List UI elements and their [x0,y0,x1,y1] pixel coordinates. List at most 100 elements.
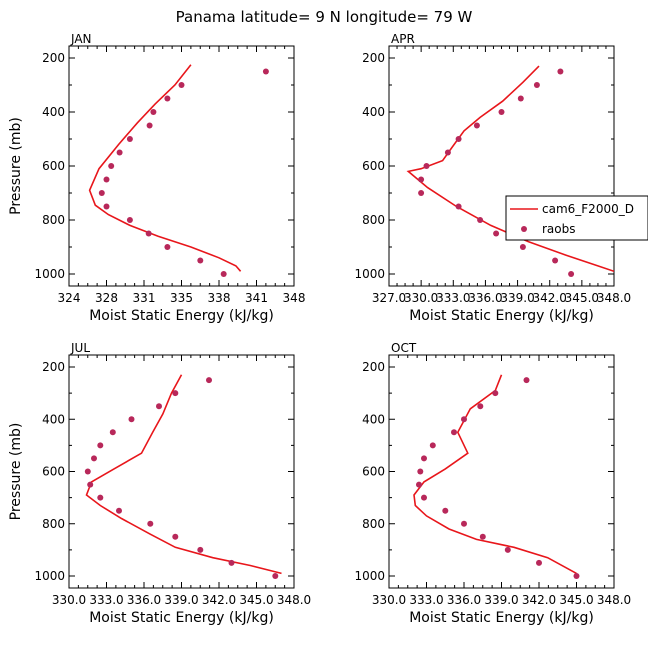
data-point-raob [533,82,540,88]
data-point-raob [128,416,135,423]
data-point-raob [429,442,436,449]
x-tick-label: 345.0 [565,291,599,305]
y-tick-label: 200 [42,360,65,374]
y-tick-label: 400 [362,412,385,426]
panel-label: OCT [391,341,417,355]
y-tick-label: 200 [362,360,385,374]
x-tick-label: 345.0 [239,593,273,607]
data-point-raob [504,546,511,553]
panel-jul: JUL 200 400 600 800 1000 330.0 333.0 336.0 339.0 3… [8,341,311,626]
data-point-raob [262,68,269,75]
data-point-raob [91,455,97,462]
data-point-raob [517,95,524,102]
data-point-raob [523,377,530,384]
data-point-raob [444,149,451,156]
data-point-raob [103,203,110,210]
panel-apr: APR2004006008001000327.0330.0333.0336.03… [354,32,631,324]
x-tick-label: 339.0 [484,593,518,607]
x-tick-label: 342.0 [533,291,567,305]
y-tick-label: 200 [42,51,65,65]
plot-frame [388,45,615,287]
data-point-raob [498,109,505,115]
data-point-raob [272,573,279,579]
y-tick-label: 800 [42,517,65,531]
data-point-raob [492,390,499,397]
data-point-raob [418,190,425,196]
legend-box [505,195,648,241]
y-tick-label: 800 [362,517,385,531]
data-point-raob [116,149,123,156]
data-point-raob [206,377,212,384]
series-line-model [85,374,282,575]
y-tick-label: 800 [42,213,65,227]
x-tick-label: 327.0 [372,291,406,305]
x-axis-label: Moist Static Energy (kJ/kg) [409,610,594,626]
data-point-raob [417,468,424,475]
data-point-raob [455,203,462,210]
data-point-raob [87,481,94,488]
data-point-raob [116,507,122,514]
legend-marker-swatch [521,226,527,232]
panels: JAN 200 400 600 800 1000 324 328 331 335 338 341 348… [8,32,631,626]
data-point-raob [442,507,449,514]
data-point-raob [493,230,500,237]
x-tick-label: 330.0 [52,593,86,607]
x-axis-label: Moist Static Energy (kJ/kg) [89,610,274,626]
y-axis-label: Pressure (mb) [8,117,24,215]
x-axis-label: Moist Static Energy (kJ/kg) [89,308,274,324]
data-point-raob [126,136,133,142]
x-tick-label: 333.0 [89,593,123,607]
y-tick-label: 600 [362,465,385,479]
data-point-raob [557,68,564,75]
series-line-model [406,65,614,273]
panel-label: APR [391,32,415,46]
legend-label: cam6_F2000_D [542,202,634,216]
x-tick-label: 339.0 [164,593,198,607]
series-line-model [413,374,577,575]
data-point-raob [97,494,104,501]
data-point-raob [109,429,116,436]
data-point-raob [573,573,580,579]
x-tick-label: 335 [170,291,193,305]
x-tick-label: 336.0 [447,593,481,607]
data-point-raob [416,481,422,488]
data-point-raob [519,244,526,250]
x-tick-label: 338 [208,291,231,305]
data-point-raob [477,217,484,223]
data-point-raob [97,442,104,449]
x-tick-label: 342.0 [522,593,556,607]
y-tick-label: 600 [42,159,65,173]
data-point-raob [146,122,153,129]
data-point-raob [84,468,91,475]
panel-oct: OCT 200 400 600 800 1000 330.0 333.0 336.0 339.0 3… [354,341,631,626]
data-point-raob [172,533,179,540]
data-point-raob [536,559,542,566]
series-line-model [88,64,242,272]
data-point-raob [108,163,115,169]
y-tick-label: 800 [362,213,385,227]
data-point-raob [197,546,204,553]
x-tick-label: 336.0 [468,291,502,305]
data-point-raob [103,176,110,183]
y-tick-label: 1000 [34,569,65,583]
x-tick-label: 345.0 [559,593,593,607]
x-tick-label: 333.0 [409,593,443,607]
data-point-raob [479,533,486,540]
x-tick-label: 331 [133,291,156,305]
legend-label: raobs [542,222,576,236]
data-point-raob [150,109,157,115]
panel-label: JUL [70,341,90,355]
y-tick-label: 400 [42,412,65,426]
x-tick-label: 348.0 [597,291,631,305]
data-point-raob [145,230,152,237]
chart-title: Panama latitude= 9 N longitude= 79 W [176,8,473,26]
x-tick-label: 348.0 [277,593,311,607]
data-point-raob [197,257,204,264]
data-point-raob [421,494,427,501]
data-point-raob [228,559,235,566]
data-point-raob [164,244,171,250]
data-point-raob [164,95,171,102]
y-tick-label: 600 [362,159,385,173]
